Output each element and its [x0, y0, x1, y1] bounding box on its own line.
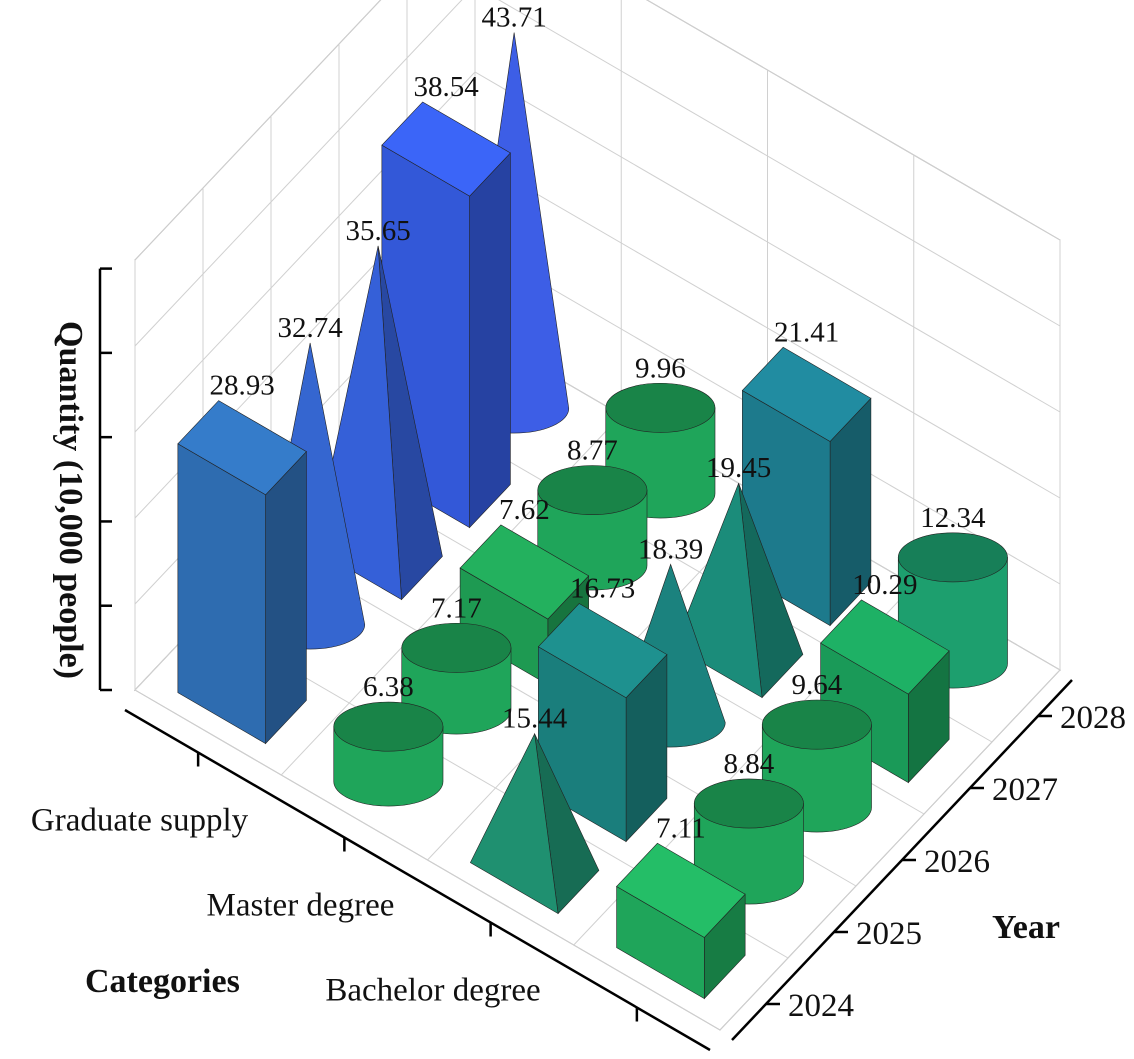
value-label: 8.84 [724, 748, 775, 780]
category-tick-label: Graduate supply [31, 803, 249, 839]
value-label: 32.74 [278, 312, 344, 344]
bar-face-top [381, 101, 511, 197]
bar-face-top [616, 842, 746, 938]
category-tick-label: Bachelor degree [325, 973, 540, 1009]
bar-face-top [537, 603, 668, 699]
bar-pyramid [469, 732, 600, 915]
value-label: 18.39 [638, 533, 703, 565]
value-label: 6.38 [363, 671, 414, 703]
bar-cylinder-top [605, 382, 716, 433]
category-tick-label: Junior degree [508, 1058, 687, 1059]
value-label: 10.29 [852, 569, 917, 601]
bar-cylinder-top [333, 701, 444, 752]
value-label: 16.73 [570, 573, 635, 605]
value-label: 19.45 [706, 452, 771, 484]
value-label: 15.44 [502, 703, 568, 735]
bar-face-side [265, 450, 307, 745]
z-gridline [134, 0, 1061, 347]
bar-face-side [469, 152, 511, 529]
bar-face-top [177, 400, 307, 496]
bar-cylinder-top [897, 532, 1008, 583]
value-label: 12.34 [920, 502, 986, 534]
value-label: 38.54 [414, 71, 480, 103]
value-label: 7.62 [499, 494, 550, 526]
bars [177, 32, 1008, 1000]
bar-box [177, 400, 307, 745]
year-tick-label: 2025 [856, 916, 922, 952]
year-tick-label: 2026 [924, 844, 990, 880]
year-tick-label: 2027 [992, 772, 1058, 808]
value-label: 7.11 [656, 812, 706, 844]
value-label: 43.71 [482, 2, 547, 34]
category-tick-label: Master degree [207, 888, 395, 924]
bar-cylinder-top [401, 622, 512, 673]
value-label: 9.64 [792, 669, 843, 701]
axes: Graduate supply Master degree Bachelor deg… [31, 267, 1126, 1059]
value-label: 7.17 [431, 592, 482, 624]
floor-gridline [719, 669, 1061, 1031]
category-axis-line [124, 708, 711, 1052]
bar-cylinder [693, 778, 804, 905]
z-gridline [134, 0, 1061, 261]
bar-face-top [741, 346, 872, 442]
bar-cylinder-top [761, 699, 872, 750]
bar-cylinder-top [537, 465, 648, 515]
value-label: 9.96 [635, 352, 686, 384]
bar-face-front [177, 443, 266, 745]
value-label: 28.93 [210, 370, 275, 402]
bar-cylinder [333, 701, 444, 807]
bar-box [616, 842, 746, 1000]
bar-cylinder-top [693, 778, 804, 829]
value-labels: 43.71 38.54 9.96 35.65 8.77 21.41 32.74 7.62 19.… [210, 2, 987, 845]
value-label: 8.77 [567, 434, 618, 466]
z-axis-title: Quantity (10,000 people) [52, 321, 89, 679]
year-tick-label: 2024 [788, 988, 854, 1024]
year-tick-label: 2028 [1060, 700, 1126, 736]
y-axis-title: Year [992, 909, 1060, 946]
bar-face-front [469, 732, 559, 915]
x-axis-title: Categories [85, 963, 240, 1000]
bar-face-top [820, 599, 950, 695]
value-label: 35.65 [346, 215, 411, 247]
value-label: 21.41 [774, 316, 839, 348]
bar-face-top [459, 524, 590, 620]
